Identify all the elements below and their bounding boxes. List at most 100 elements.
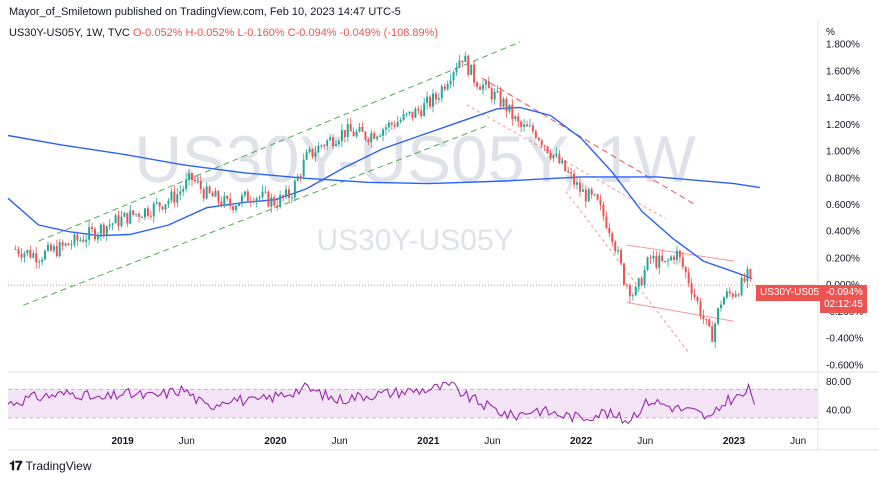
- candle-body: [405, 113, 408, 115]
- candle-body: [675, 250, 678, 260]
- candle-body: [399, 119, 402, 122]
- candle-body: [743, 277, 746, 282]
- candle-body: [205, 186, 208, 199]
- candle-body: [496, 91, 499, 93]
- rsi-tick-label: 40.00: [826, 406, 851, 417]
- candle-body: [96, 234, 99, 240]
- candle-body: [361, 126, 364, 132]
- candle-body: [185, 179, 188, 189]
- candle-body: [499, 91, 502, 107]
- candle-body: [605, 216, 608, 229]
- candle-body: [631, 295, 634, 297]
- candle-body: [714, 323, 717, 342]
- candle-body: [596, 194, 599, 200]
- candle-body: [296, 175, 299, 181]
- candle-body: [434, 93, 437, 100]
- candle-body: [293, 180, 296, 198]
- rsi-pane: 80.00 40.00: [7, 377, 851, 425]
- candle-body: [734, 294, 737, 297]
- candle-body: [476, 82, 479, 87]
- candle-body: [661, 255, 664, 261]
- candle-body: [49, 244, 52, 251]
- candle-body: [202, 189, 205, 199]
- candle-body: [552, 155, 555, 159]
- candle-body: [126, 212, 129, 224]
- candle-body: [570, 172, 573, 174]
- candle-body: [611, 233, 614, 242]
- candle-body: [446, 84, 449, 90]
- candle-body: [634, 286, 637, 296]
- candle-body: [337, 141, 340, 145]
- candle-body: [82, 239, 85, 242]
- candle-body: [214, 191, 217, 197]
- watermark-large: US30Y-US05Y, 1W: [134, 122, 696, 196]
- candle-body: [584, 189, 587, 202]
- candle-body: [246, 191, 249, 201]
- candle-body: [487, 81, 490, 89]
- candle-body: [426, 96, 429, 104]
- candle-body: [123, 212, 126, 217]
- candle-body: [179, 191, 182, 195]
- candle-body: [182, 188, 185, 192]
- candle-body: [593, 194, 596, 196]
- candle-body: [493, 91, 496, 100]
- candle-body: [508, 104, 511, 112]
- candle-body: [443, 86, 446, 90]
- candle-body: [67, 243, 70, 246]
- candle-body: [728, 291, 731, 294]
- candle-body: [449, 80, 452, 85]
- candle-body: [349, 124, 352, 132]
- candle-body: [161, 206, 164, 210]
- candle-body: [672, 256, 675, 260]
- candle-body: [52, 246, 55, 251]
- candle-body: [455, 67, 458, 72]
- brand-name: TradingView: [25, 459, 92, 473]
- symbol-name[interactable]: US30Y-US05Y, 1W, TVC: [9, 27, 130, 39]
- candle-body: [617, 250, 620, 252]
- candle-body: [320, 145, 323, 147]
- candle-body: [38, 261, 41, 263]
- channel-upper: [481, 77, 696, 206]
- candle-body: [220, 201, 223, 206]
- candle-body: [249, 200, 252, 202]
- candle-body: [693, 294, 696, 297]
- candle-body: [528, 125, 531, 127]
- brand-footer[interactable]: 𝟏𝟕 TradingView: [9, 458, 92, 474]
- symbol-legend: US30Y-US05Y, 1W, TVC O-0.052% H-0.052% L…: [9, 27, 438, 39]
- candle-body: [58, 242, 61, 257]
- ohlc-high: H-0.052%: [185, 27, 235, 39]
- ohlc-close: C-0.094%: [287, 27, 337, 39]
- candle-body: [540, 140, 543, 146]
- ma-short-line: [7, 106, 753, 280]
- candle-body: [117, 215, 120, 227]
- candle-body: [664, 260, 667, 262]
- candle-body: [646, 257, 649, 271]
- candle-body: [111, 223, 114, 225]
- candle-body: [190, 173, 193, 180]
- candle-body: [517, 116, 520, 122]
- y-tick-label: 1.200%: [826, 120, 860, 131]
- candle-body: [279, 195, 282, 207]
- candle-body: [305, 151, 308, 160]
- candle-body: [85, 239, 88, 242]
- candle-body: [243, 191, 246, 196]
- symbol-price-badge: US30Y-US05Y: [756, 285, 830, 301]
- candle-body: [282, 195, 285, 197]
- candle-body: [61, 242, 64, 246]
- candle-body: [581, 189, 584, 192]
- candle-body: [490, 88, 493, 100]
- bar-countdown: 02:12:45: [824, 299, 863, 310]
- x-tick-label: 2023: [723, 436, 746, 447]
- candle-body: [514, 116, 517, 120]
- candle-body: [602, 204, 605, 217]
- candle-body: [711, 326, 714, 342]
- candle-body: [387, 122, 390, 128]
- candle-body: [208, 186, 211, 193]
- x-tick-label: Jun: [790, 436, 806, 447]
- y-tick-label: 1.800%: [826, 40, 860, 51]
- candle-body: [173, 191, 176, 203]
- candle-body: [458, 60, 461, 68]
- candle-body: [346, 124, 349, 137]
- candle-body: [226, 195, 229, 199]
